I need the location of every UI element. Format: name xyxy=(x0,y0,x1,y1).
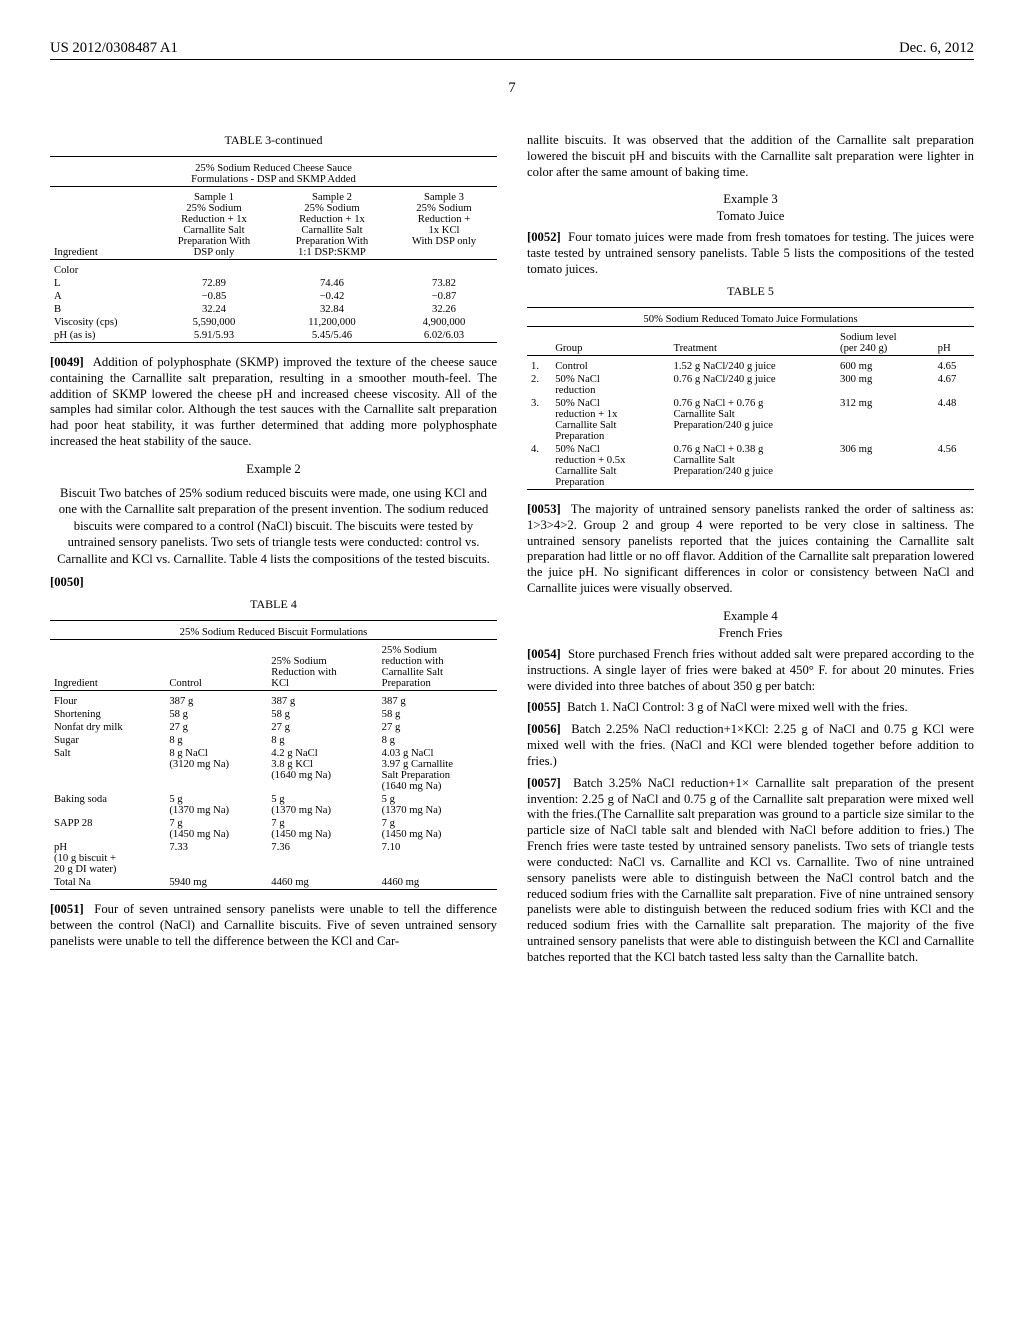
para-num: [0051] xyxy=(50,902,84,916)
left-column: TABLE 3-continued 25% Sodium Reduced Che… xyxy=(50,127,497,972)
paragraph-50: [0050] xyxy=(50,575,497,591)
paragraph-53: [0053] The majority of untrained sensory… xyxy=(527,502,974,597)
table4: 25% Sodium Reduced Biscuit Formulations … xyxy=(50,620,497,894)
table-row: Shortening58 g58 g58 g xyxy=(50,708,497,721)
example3-head: Example 3 xyxy=(527,192,974,207)
para-num: [0052] xyxy=(527,230,561,244)
example4-sub: French Fries xyxy=(527,626,974,641)
table-row: L72.8974.4673.82 xyxy=(50,277,497,290)
table3-header-row: Ingredient Sample 1 25% Sodium Reduction… xyxy=(50,191,497,260)
table-row: Flour387 g387 g387 g xyxy=(50,695,497,708)
table-row: Salt8 g NaCl (3120 mg Na)4.2 g NaCl 3.8 … xyxy=(50,747,497,793)
patent-number: US 2012/0308487 A1 xyxy=(50,40,178,57)
para-num: [0054] xyxy=(527,647,561,661)
table-row: 2.50% NaCl reduction0.76 g NaCl/240 g ju… xyxy=(527,373,974,397)
paragraph-51-cont: nallite biscuits. It was observed that t… xyxy=(527,133,974,180)
paragraph-57: [0057] Batch 3.25% NaCl reduction+1× Car… xyxy=(527,776,974,966)
example2-head: Example 2 xyxy=(50,462,497,477)
para-num: [0055] xyxy=(527,700,561,714)
table3-section: Color xyxy=(50,264,155,277)
table5-subtitle: 50% Sodium Reduced Tomato Juice Formulat… xyxy=(527,313,974,327)
table-row: Baking soda5 g (1370 mg Na)5 g (1370 mg … xyxy=(50,793,497,817)
table-row: Nonfat dry milk27 g27 g27 g xyxy=(50,721,497,734)
paragraph-49: [0049] Addition of polyphosphate (SKMP) … xyxy=(50,355,497,450)
table3-title: TABLE 3-continued xyxy=(50,133,497,148)
example2-intro: Biscuit Two batches of 25% sodium reduce… xyxy=(50,485,497,567)
two-column-layout: TABLE 3-continued 25% Sodium Reduced Che… xyxy=(50,127,974,972)
table5: 50% Sodium Reduced Tomato Juice Formulat… xyxy=(527,307,974,494)
table-row: B32.2432.8432.26 xyxy=(50,303,497,316)
page-number: 7 xyxy=(50,80,974,97)
table-row: Viscosity (cps)5,590,00011,200,0004,900,… xyxy=(50,316,497,329)
table-row: 1.Control1.52 g NaCl/240 g juice600 mg4.… xyxy=(527,360,974,373)
example4-head: Example 4 xyxy=(527,609,974,624)
table-row: A−0.85−0.42−0.87 xyxy=(50,290,497,303)
paragraph-52: [0052] Four tomato juices were made from… xyxy=(527,230,974,277)
para-num: [0050] xyxy=(50,575,84,589)
para-num: [0053] xyxy=(527,502,561,516)
table-row: Total Na5940 mg4460 mg4460 mg xyxy=(50,876,497,890)
table3: 25% Sodium Reduced Cheese Sauce Formulat… xyxy=(50,156,497,347)
paragraph-56: [0056] Batch 2.25% NaCl reduction+1×KCl:… xyxy=(527,722,974,769)
table5-title: TABLE 5 xyxy=(527,284,974,299)
table-row: Sugar8 g8 g8 g xyxy=(50,734,497,747)
table4-title: TABLE 4 xyxy=(50,597,497,612)
table-row: SAPP 287 g (1450 mg Na)7 g (1450 mg Na)7… xyxy=(50,817,497,841)
para-num: [0049] xyxy=(50,355,84,369)
table4-subtitle: 25% Sodium Reduced Biscuit Formulations xyxy=(50,626,497,640)
publication-date: Dec. 6, 2012 xyxy=(899,40,974,57)
page-header: US 2012/0308487 A1 Dec. 6, 2012 xyxy=(50,40,974,60)
table-row: 3.50% NaCl reduction + 1x Carnallite Sal… xyxy=(527,397,974,443)
table-row: pH (as is)5.91/5.935.45/5.466.02/6.03 xyxy=(50,329,497,343)
table-row: pH (10 g biscuit + 20 g DI water)7.337.3… xyxy=(50,841,497,876)
paragraph-54: [0054] Store purchased French fries with… xyxy=(527,647,974,694)
para-num: [0057] xyxy=(527,776,561,790)
table3-subtitle: 25% Sodium Reduced Cheese Sauce Formulat… xyxy=(50,162,497,187)
paragraph-55: [0055] Batch 1. NaCl Control: 3 g of NaC… xyxy=(527,700,974,716)
right-column: nallite biscuits. It was observed that t… xyxy=(527,127,974,972)
table4-header-row: Ingredient Control 25% Sodium Reduction … xyxy=(50,644,497,691)
table5-header-row: Group Treatment Sodium level (per 240 g)… xyxy=(527,331,974,356)
example3-sub: Tomato Juice xyxy=(527,209,974,224)
table-row: 4.50% NaCl reduction + 0.5x Carnallite S… xyxy=(527,443,974,490)
paragraph-51: [0051] Four of seven untrained sensory p… xyxy=(50,902,497,949)
para-num: [0056] xyxy=(527,722,561,736)
